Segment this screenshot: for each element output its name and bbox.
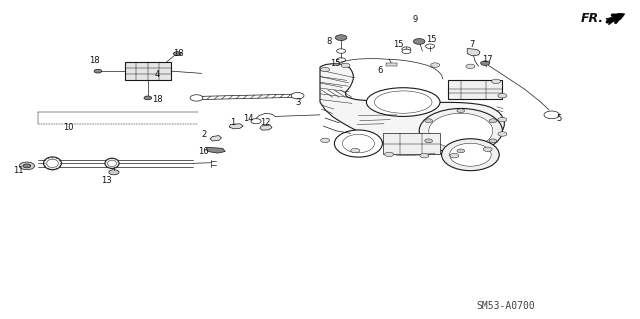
Circle shape — [144, 96, 152, 100]
Text: 16: 16 — [198, 147, 209, 156]
Circle shape — [19, 162, 35, 170]
Text: FR.: FR. — [581, 12, 604, 25]
Text: 4: 4 — [154, 70, 159, 79]
Ellipse shape — [342, 134, 374, 153]
Circle shape — [489, 139, 497, 143]
Circle shape — [335, 35, 347, 41]
Circle shape — [402, 47, 411, 51]
Circle shape — [425, 139, 433, 143]
Circle shape — [337, 58, 346, 62]
Polygon shape — [467, 48, 480, 56]
Text: 15: 15 — [393, 40, 403, 49]
Circle shape — [481, 61, 490, 65]
Circle shape — [173, 52, 181, 56]
Circle shape — [413, 39, 425, 44]
Bar — [125, 62, 171, 80]
Text: 13: 13 — [101, 176, 111, 185]
Circle shape — [498, 117, 507, 122]
Circle shape — [94, 69, 102, 73]
Circle shape — [337, 49, 346, 53]
Circle shape — [483, 147, 492, 152]
Text: 14: 14 — [243, 114, 253, 122]
Text: 7: 7 — [470, 40, 475, 49]
Ellipse shape — [366, 88, 440, 116]
Text: 9: 9 — [413, 15, 418, 24]
Text: 18: 18 — [90, 56, 100, 65]
Bar — [383, 133, 440, 154]
Circle shape — [420, 153, 429, 158]
Ellipse shape — [419, 108, 502, 153]
Circle shape — [489, 119, 497, 123]
Circle shape — [431, 63, 440, 67]
Text: 18: 18 — [152, 95, 163, 104]
Text: 10: 10 — [63, 123, 74, 132]
Text: SM53-A0700: SM53-A0700 — [476, 300, 535, 311]
Circle shape — [321, 138, 330, 143]
Bar — [386, 63, 397, 66]
Polygon shape — [260, 125, 272, 130]
Circle shape — [492, 79, 500, 84]
Ellipse shape — [374, 91, 432, 113]
Circle shape — [457, 109, 465, 113]
Ellipse shape — [335, 130, 383, 157]
Text: 3: 3 — [296, 98, 301, 107]
Circle shape — [109, 170, 119, 175]
Ellipse shape — [47, 159, 58, 167]
Text: 5: 5 — [556, 114, 561, 122]
Circle shape — [450, 153, 459, 158]
Circle shape — [351, 148, 360, 153]
Text: 6: 6 — [378, 66, 383, 75]
Bar — [448, 80, 502, 99]
Circle shape — [498, 132, 507, 136]
Circle shape — [23, 164, 31, 168]
Text: 2: 2 — [201, 130, 206, 139]
Circle shape — [426, 44, 435, 48]
Text: 1: 1 — [230, 118, 235, 127]
Text: 15: 15 — [426, 35, 436, 44]
Ellipse shape — [105, 158, 119, 168]
Circle shape — [466, 64, 475, 69]
Ellipse shape — [442, 139, 499, 171]
Ellipse shape — [449, 143, 492, 166]
Ellipse shape — [44, 157, 61, 170]
Circle shape — [321, 67, 330, 72]
Text: 15: 15 — [330, 59, 340, 68]
Circle shape — [190, 95, 203, 101]
Polygon shape — [320, 64, 504, 154]
Polygon shape — [206, 147, 225, 153]
Circle shape — [341, 63, 350, 68]
Circle shape — [291, 93, 304, 99]
Circle shape — [425, 119, 433, 123]
Circle shape — [251, 119, 261, 124]
Text: 17: 17 — [483, 55, 493, 64]
Circle shape — [498, 93, 507, 98]
Circle shape — [385, 152, 394, 157]
Polygon shape — [210, 136, 221, 141]
Ellipse shape — [108, 160, 116, 167]
Text: 12: 12 — [260, 118, 271, 127]
Text: 8: 8 — [326, 37, 332, 46]
Text: 18: 18 — [173, 49, 183, 58]
Ellipse shape — [429, 113, 493, 148]
Circle shape — [457, 149, 465, 153]
Polygon shape — [229, 124, 243, 129]
Text: 11: 11 — [13, 166, 23, 175]
Circle shape — [402, 49, 411, 54]
